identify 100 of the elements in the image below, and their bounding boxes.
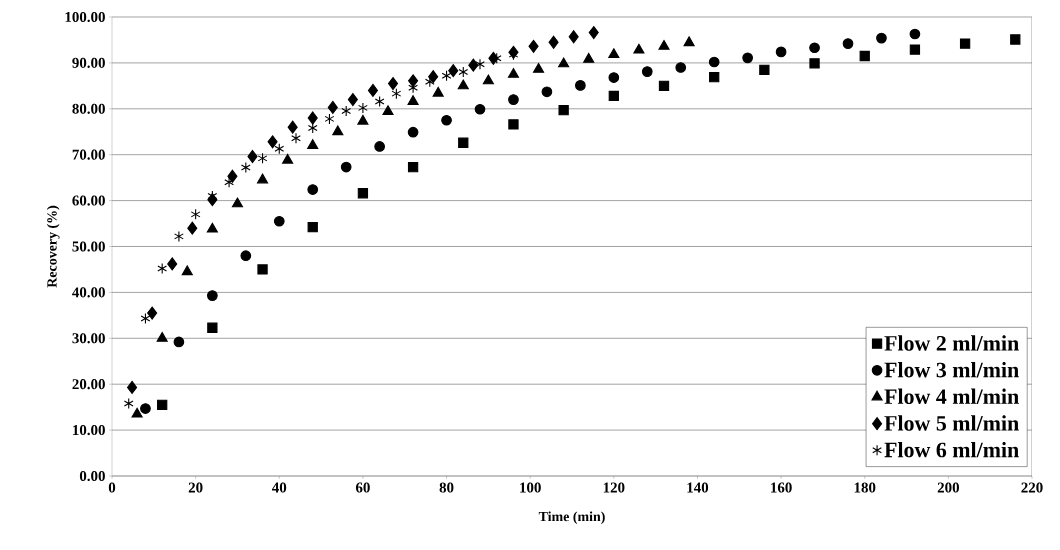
point bbox=[458, 137, 469, 148]
y-tick-label: 10.00 bbox=[73, 425, 105, 436]
point bbox=[608, 72, 620, 83]
point bbox=[474, 103, 486, 115]
point bbox=[206, 222, 218, 233]
point bbox=[157, 262, 168, 275]
x-tick-label: 120 bbox=[603, 482, 625, 493]
point bbox=[207, 290, 218, 301]
point bbox=[332, 125, 344, 136]
point bbox=[307, 184, 319, 195]
point bbox=[274, 143, 285, 155]
point bbox=[558, 105, 569, 116]
point bbox=[575, 80, 586, 91]
x-tick-label: 220 bbox=[1021, 482, 1043, 493]
point bbox=[683, 36, 695, 47]
y-tick-label: 80.00 bbox=[72, 103, 105, 114]
point bbox=[428, 70, 439, 84]
point bbox=[448, 64, 459, 78]
point bbox=[633, 43, 645, 54]
point bbox=[909, 44, 921, 55]
point bbox=[156, 331, 168, 342]
point bbox=[742, 52, 753, 64]
point bbox=[287, 120, 298, 134]
point bbox=[457, 79, 469, 90]
legend-label: Flow 5 ml/min bbox=[884, 415, 1019, 431]
point bbox=[307, 111, 318, 125]
point bbox=[357, 114, 369, 125]
point bbox=[468, 58, 479, 72]
point bbox=[257, 152, 268, 164]
x-tick-label: 200 bbox=[937, 482, 960, 493]
point bbox=[809, 42, 820, 54]
point bbox=[147, 306, 158, 320]
point bbox=[187, 221, 198, 235]
point bbox=[327, 100, 338, 114]
y-tick-label: 70.00 bbox=[72, 149, 105, 160]
point bbox=[709, 71, 720, 83]
point bbox=[382, 105, 394, 115]
point bbox=[458, 66, 469, 78]
point bbox=[641, 66, 653, 77]
y-tick-label: 50.00 bbox=[72, 241, 105, 252]
legend-label: Flow 6 ml/min bbox=[884, 441, 1019, 458]
point bbox=[256, 173, 269, 184]
point bbox=[508, 119, 519, 130]
point bbox=[224, 176, 234, 188]
point bbox=[909, 28, 921, 40]
y-tick-label: 20.00 bbox=[72, 379, 105, 390]
point bbox=[181, 265, 193, 276]
point bbox=[340, 161, 352, 173]
point bbox=[809, 58, 820, 69]
point bbox=[307, 122, 318, 134]
x-tick-label: 180 bbox=[854, 482, 876, 493]
point bbox=[568, 30, 579, 44]
point bbox=[608, 48, 620, 59]
point bbox=[341, 105, 352, 117]
point bbox=[157, 399, 168, 410]
point bbox=[347, 93, 358, 107]
point bbox=[1010, 34, 1021, 45]
point bbox=[432, 86, 444, 97]
point bbox=[407, 126, 419, 138]
point bbox=[367, 83, 378, 97]
point bbox=[240, 250, 252, 262]
y-tick-label: 0.00 bbox=[79, 470, 105, 482]
point bbox=[658, 80, 670, 91]
point bbox=[190, 208, 201, 220]
point bbox=[583, 52, 595, 63]
y-tick-label: 40.00 bbox=[72, 287, 105, 298]
x-tick-label: 20 bbox=[188, 482, 203, 493]
point bbox=[240, 162, 251, 174]
point bbox=[173, 336, 185, 348]
point bbox=[507, 68, 520, 78]
point bbox=[123, 397, 134, 410]
point bbox=[759, 64, 770, 75]
point bbox=[247, 149, 258, 164]
point bbox=[775, 46, 787, 58]
point bbox=[374, 95, 385, 107]
point bbox=[441, 70, 452, 82]
x-tick-label: 60 bbox=[355, 482, 370, 493]
point bbox=[548, 35, 559, 49]
point bbox=[508, 94, 519, 105]
point bbox=[227, 169, 238, 183]
point bbox=[324, 113, 335, 125]
point bbox=[658, 40, 670, 50]
point bbox=[231, 197, 244, 208]
point bbox=[357, 188, 369, 199]
point bbox=[307, 139, 319, 149]
legend-label: Flow 3 ml/min bbox=[884, 361, 1019, 378]
point bbox=[207, 322, 218, 333]
point bbox=[532, 62, 545, 73]
point bbox=[282, 153, 294, 164]
point bbox=[267, 135, 278, 149]
y-axis-title: Recovery (%) bbox=[46, 205, 60, 288]
x-tick-label: 140 bbox=[687, 482, 709, 493]
point bbox=[482, 74, 494, 85]
point bbox=[708, 56, 720, 68]
point bbox=[475, 58, 485, 70]
point bbox=[859, 50, 870, 62]
point bbox=[876, 32, 887, 44]
point bbox=[273, 215, 285, 227]
y-tick-label: 30.00 bbox=[72, 333, 105, 344]
x-tick-label: 40 bbox=[272, 482, 287, 493]
